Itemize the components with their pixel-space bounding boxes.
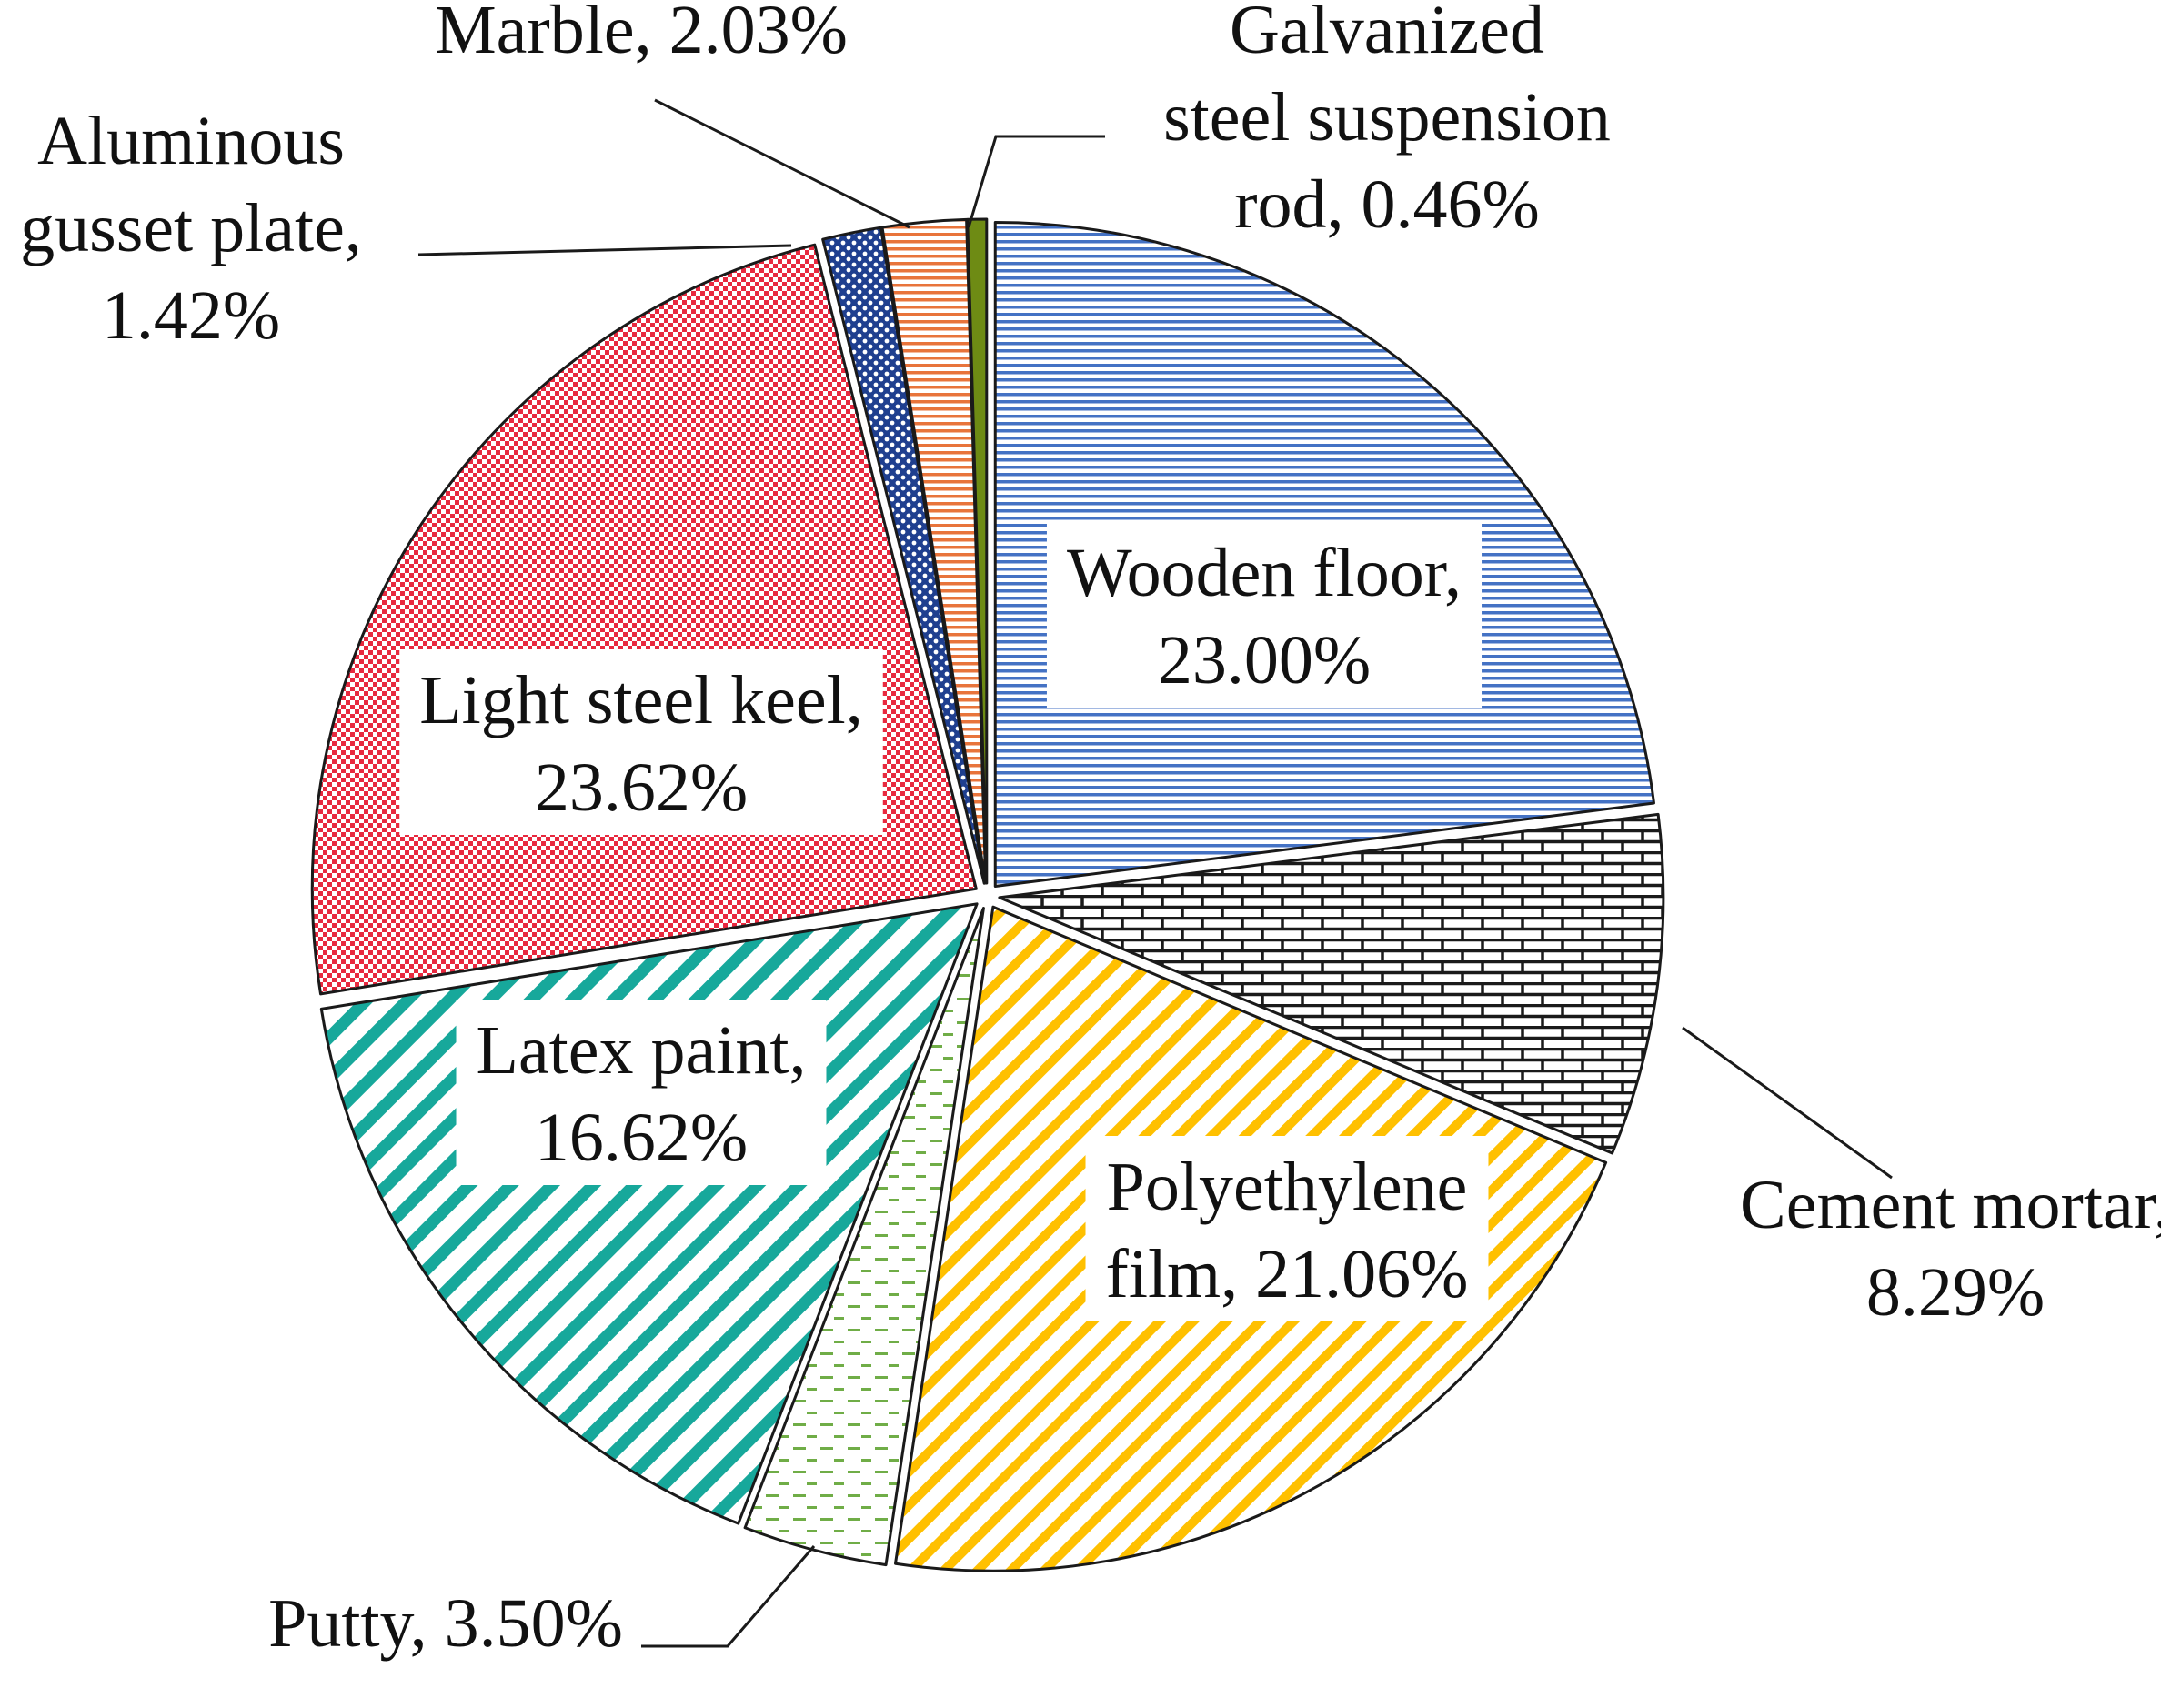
slice-label-aluminous-gusset-plate: Aluminous gusset plate, 1.42%	[20, 103, 362, 354]
slice-label-line: 16.62%	[535, 1100, 748, 1176]
slice-label-latex-paint: Latex paint, 16.62%	[456, 1000, 827, 1185]
svg-text:Marble, 2.03%: Marble, 2.03%	[435, 0, 848, 68]
slice-label-line: Putty, 3.50%	[268, 1585, 623, 1662]
slice-label-box	[1046, 522, 1483, 708]
slice-label-line: Galvanized	[1230, 0, 1544, 68]
slice-label-line: rod, 0.46%	[1234, 166, 1540, 243]
slice-label-marble: Marble, 2.03%	[435, 0, 848, 68]
slice-label-line: 23.00%	[1158, 622, 1371, 698]
leader-line-marble	[654, 98, 910, 229]
slice-label-line: 23.62%	[535, 749, 748, 826]
leader-line-putty	[641, 1545, 816, 1648]
slice-label-line: Light steel keel,	[419, 662, 863, 738]
slice-label-line: Polyethylene	[1107, 1149, 1468, 1225]
slice-label-line: steel suspension	[1163, 79, 1611, 156]
slice-label-line: Aluminous	[37, 103, 345, 179]
slice-label-box	[456, 1000, 827, 1185]
slice-label-wooden-floor: Wooden floor, 23.00%	[1046, 522, 1483, 708]
slice-label-cement-mortar: Cement mortar, 8.29%	[1740, 1167, 2161, 1331]
svg-text:Wooden floor,23.00%: Wooden floor, 23.00%	[1067, 535, 1462, 698]
svg-text:Light steel keel,23.62%: Light steel keel, 23.62%	[419, 662, 863, 826]
slice-label-line: Marble, 2.03%	[435, 0, 848, 68]
leader-line-cement-mortar	[1682, 1026, 1893, 1180]
slice-label-line: 1.42%	[102, 277, 280, 354]
leader-line-galvanized-steel-suspension-rod	[967, 135, 1105, 228]
slice-label-putty: Putty, 3.50%	[268, 1585, 623, 1662]
pie-slices	[310, 217, 1665, 1572]
pie-slice-cement-mortar	[998, 812, 1665, 1155]
svg-text:Putty, 3.50%: Putty, 3.50%	[268, 1585, 623, 1662]
slice-label-line: Cement mortar,	[1740, 1167, 2161, 1243]
pie-slice-putty	[743, 907, 985, 1567]
slice-label-box	[1085, 1136, 1489, 1321]
slice-label-line: film, 21.06%	[1106, 1236, 1469, 1312]
svg-text:Latex paint,16.62%: Latex paint, 16.62%	[477, 1012, 807, 1176]
slice-labels: Wooden floor, 23.00% Cement mortar, 8.29% Po…	[20, 0, 2161, 1662]
slice-label-light-steel-keel: Light steel keel, 23.62%	[399, 649, 883, 835]
slice-label-box	[399, 649, 883, 835]
leader-lines	[417, 98, 1893, 1648]
slice-label-polyethylene-film: Polyethylene film, 21.06%	[1085, 1136, 1489, 1321]
svg-text:Cement mortar,8.29%: Cement mortar, 8.29%	[1740, 1167, 2161, 1331]
pie-slice-galvanized-steel-suspension-rod	[966, 217, 989, 885]
slice-label-line: 8.29%	[1866, 1254, 2045, 1331]
slice-label-line: gusset plate,	[20, 190, 362, 266]
pie-slice-aluminous-gusset-plate	[821, 226, 986, 885]
leader-line-aluminous-gusset-plate	[417, 244, 792, 256]
slice-label-line: Latex paint,	[477, 1012, 807, 1089]
slice-label-galvanized-steel-suspension-rod: Galvanized steel suspension rod, 0.46%	[1163, 0, 1611, 243]
slice-label-line: Wooden floor,	[1067, 535, 1462, 611]
